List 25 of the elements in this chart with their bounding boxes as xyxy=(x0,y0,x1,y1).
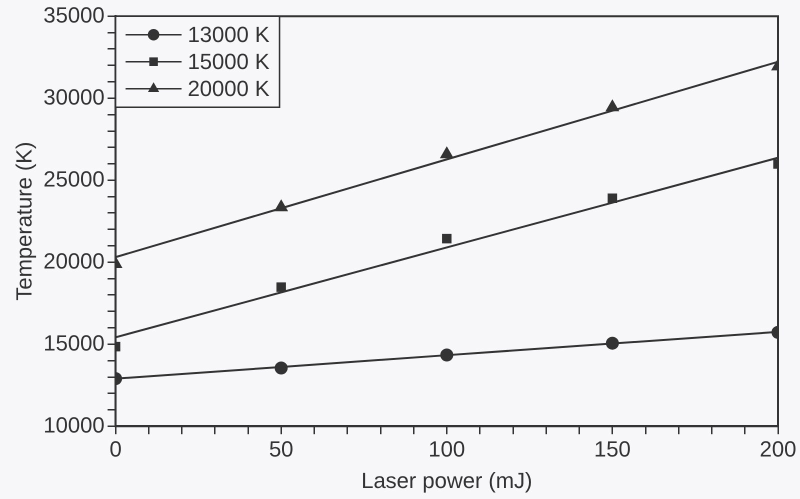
point xyxy=(440,146,454,158)
point xyxy=(440,348,454,362)
x-axis-title: Laser power (mJ) xyxy=(361,468,532,493)
legend-label: 15000 K xyxy=(188,48,270,74)
legend-label: 13000 K xyxy=(188,22,270,47)
y-tick-label: 30000 xyxy=(43,84,105,110)
x-tick-label: 100 xyxy=(428,436,466,462)
y-tick-label: 35000 xyxy=(43,2,105,28)
y-tick-label: 20000 xyxy=(43,248,105,274)
y-axis-title: Temperature (K) xyxy=(11,142,36,301)
point xyxy=(276,282,286,292)
point xyxy=(606,100,619,112)
x-tick-label: 50 xyxy=(268,436,294,462)
point xyxy=(608,194,618,203)
point xyxy=(442,234,452,244)
y-tick-label: 10000 xyxy=(43,412,105,438)
y-tick-label: 15000 xyxy=(43,330,105,356)
x-tick-label: 200 xyxy=(760,436,796,462)
point xyxy=(606,336,619,350)
point xyxy=(274,361,288,374)
x-tick-label: 150 xyxy=(594,436,631,462)
x-tick-label: 0 xyxy=(109,436,122,462)
y-tick-label: 25000 xyxy=(43,166,105,192)
point xyxy=(274,200,288,212)
legend-label: 20000 K xyxy=(188,76,270,101)
